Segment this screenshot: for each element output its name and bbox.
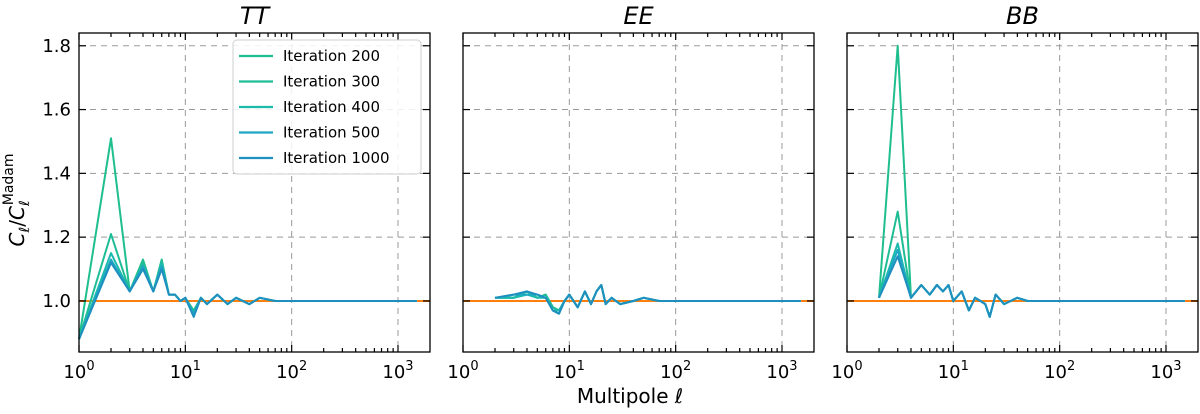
y-tick-label: 1.4 bbox=[42, 163, 71, 184]
panel-title: EE bbox=[623, 2, 654, 30]
x-tick-label-exponent: 0 bbox=[854, 359, 862, 374]
series-line-iteration-1000 bbox=[494, 284, 801, 315]
x-tick-label-exponent: 1 bbox=[193, 359, 201, 374]
x-tick-label-exponent: 1 bbox=[961, 359, 969, 374]
series-line-iteration-400 bbox=[78, 252, 417, 340]
plot-frame bbox=[462, 32, 815, 353]
series-line-iteration-400 bbox=[878, 242, 1185, 318]
x-tick-label-base: 10 bbox=[554, 362, 577, 383]
series-line-iteration-1000 bbox=[78, 261, 417, 340]
legend: Iteration 200 Iteration 300 Iteration 400 I… bbox=[232, 39, 422, 175]
x-tick-label-exponent: 0 bbox=[86, 359, 94, 374]
x-tick-label: 102 bbox=[1044, 359, 1075, 383]
legend-entry-label: Iteration 500 bbox=[283, 124, 380, 142]
y-tick-label: 1.0 bbox=[42, 291, 71, 312]
y-axis-label-main-2: C bbox=[5, 206, 29, 220]
x-tick-label: 101 bbox=[170, 359, 201, 383]
x-tick-label-base: 10 bbox=[170, 362, 193, 383]
y-tick-label: 1.8 bbox=[42, 36, 71, 57]
x-tick-label: 101 bbox=[554, 359, 585, 383]
y-axis-label: Cℓ/CℓMadam bbox=[1, 153, 33, 246]
series-line-iteration-200 bbox=[878, 44, 1185, 318]
y-axis-label-sub: ℓ bbox=[17, 227, 33, 234]
x-tick-label: 101 bbox=[938, 359, 969, 383]
x-tick-label-base: 10 bbox=[447, 362, 470, 383]
y-axis-label-sub-2: ℓ bbox=[17, 200, 33, 207]
x-tick-label-base: 10 bbox=[63, 362, 86, 383]
x-tick-label-base: 10 bbox=[660, 362, 683, 383]
x-tick-label-exponent: 2 bbox=[1067, 359, 1075, 374]
x-tick-label-base: 10 bbox=[938, 362, 961, 383]
x-tick-label-base: 10 bbox=[382, 362, 405, 383]
x-tick-label-base: 10 bbox=[1044, 362, 1067, 383]
x-tick-label: 103 bbox=[1150, 359, 1181, 383]
x-tick-label-exponent: 3 bbox=[789, 359, 797, 374]
x-tick-label: 103 bbox=[766, 359, 797, 383]
x-tick-label: 100 bbox=[447, 359, 478, 383]
legend-entry-label: Iteration 400 bbox=[283, 98, 380, 116]
x-tick-label-base: 10 bbox=[276, 362, 299, 383]
series-line-iteration-500 bbox=[78, 258, 417, 340]
x-tick-label: 100 bbox=[831, 359, 862, 383]
y-tick-label: 1.2 bbox=[42, 227, 71, 248]
x-tick-label-base: 10 bbox=[831, 362, 854, 383]
x-tick-label-exponent: 0 bbox=[470, 359, 478, 374]
x-tick-label-exponent: 2 bbox=[299, 359, 307, 374]
y-axis-label-sup: Madam bbox=[1, 153, 17, 205]
x-tick-label: 100 bbox=[63, 359, 94, 383]
x-tick-label-exponent: 1 bbox=[577, 359, 585, 374]
legend-entry-label: Iteration 200 bbox=[283, 47, 380, 65]
x-tick-label: 102 bbox=[276, 359, 307, 383]
x-axis-label: Multipole ℓ bbox=[577, 384, 683, 408]
panel-title: TT bbox=[240, 2, 272, 30]
y-tick-label: 1.6 bbox=[42, 100, 71, 121]
x-tick-label: 102 bbox=[660, 359, 691, 383]
y-axis-label-main: C bbox=[5, 233, 29, 247]
series-line-iteration-500 bbox=[878, 248, 1185, 318]
legend-entry-label: Iteration 300 bbox=[283, 73, 380, 91]
x-tick-label: 103 bbox=[382, 359, 413, 383]
x-tick-label-base: 10 bbox=[766, 362, 789, 383]
x-tick-label-exponent: 3 bbox=[1173, 359, 1181, 374]
series-line-iteration-1000 bbox=[878, 255, 1185, 318]
x-tick-label-base: 10 bbox=[1150, 362, 1173, 383]
y-axis-label-slash: / bbox=[5, 220, 29, 227]
x-tick-label-exponent: 3 bbox=[405, 359, 413, 374]
panel-title: BB bbox=[1006, 2, 1039, 30]
legend-entry-label: Iteration 1000 bbox=[283, 149, 390, 167]
plot-frame bbox=[846, 32, 1199, 353]
legend-box bbox=[232, 39, 422, 175]
x-tick-label-exponent: 2 bbox=[683, 359, 691, 374]
plot-frame bbox=[78, 32, 431, 353]
